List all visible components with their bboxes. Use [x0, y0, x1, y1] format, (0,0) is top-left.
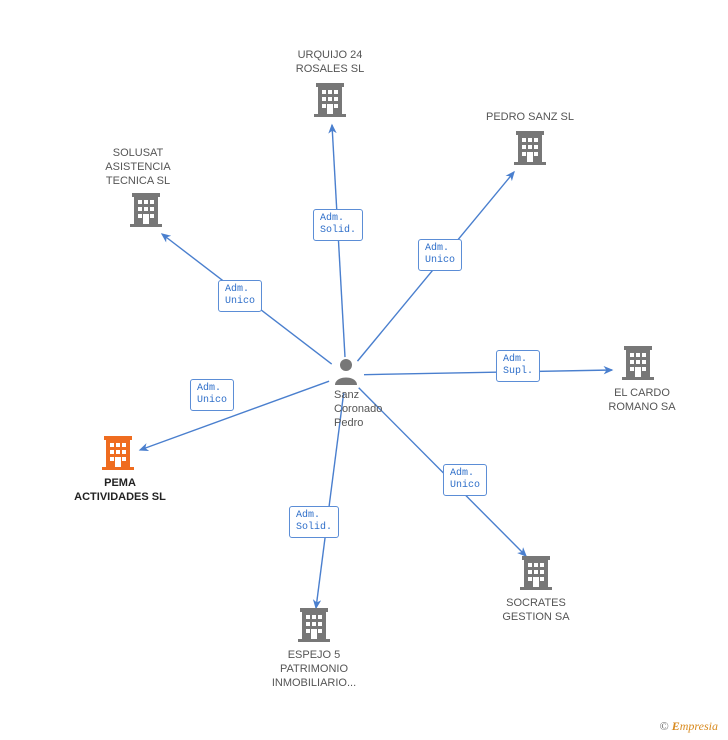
company-label: ESPEJO 5 PATRIMONIO INMOBILIARIO... — [254, 645, 374, 690]
copyright: © Empresia — [660, 719, 718, 734]
edge-label: Adm. Unico — [443, 464, 487, 496]
building-icon — [130, 193, 162, 232]
edge-label: Adm. Unico — [418, 239, 462, 271]
building-icon — [520, 556, 552, 595]
company-label: SOLUSAT ASISTENCIA TECNICA SL — [78, 143, 198, 188]
edge-label: Adm. Supl. — [496, 350, 540, 382]
building-icon — [514, 131, 546, 170]
building-icon — [102, 436, 134, 475]
brand-name: Empresia — [672, 719, 718, 733]
company-label: PEDRO SANZ SL — [470, 107, 590, 125]
copyright-symbol: © — [660, 719, 669, 733]
company-label: SOCRATES GESTION SA — [476, 593, 596, 625]
person-icon — [333, 376, 359, 388]
edge-label: Adm. Unico — [190, 379, 234, 411]
company-label: PEMA ACTIVIDADES SL — [60, 473, 180, 505]
building-icon — [622, 346, 654, 385]
edge-label: Adm. Solid. — [289, 506, 339, 538]
center-person-node[interactable] — [326, 357, 366, 388]
edge-line — [332, 125, 345, 357]
center-person-label: Sanz Coronado Pedro — [334, 389, 382, 430]
building-icon — [314, 83, 346, 122]
company-label: URQUIJO 24 ROSALES SL — [270, 45, 390, 77]
edge-line — [140, 381, 329, 450]
network-diagram: Sanz Coronado Pedro URQUIJO 24 ROSALES S… — [0, 0, 728, 740]
building-icon — [298, 608, 330, 647]
edge-line — [364, 370, 612, 375]
edge-label: Adm. Solid. — [313, 209, 363, 241]
company-label: EL CARDO ROMANO SA — [582, 383, 702, 415]
edge-label: Adm. Unico — [218, 280, 262, 312]
